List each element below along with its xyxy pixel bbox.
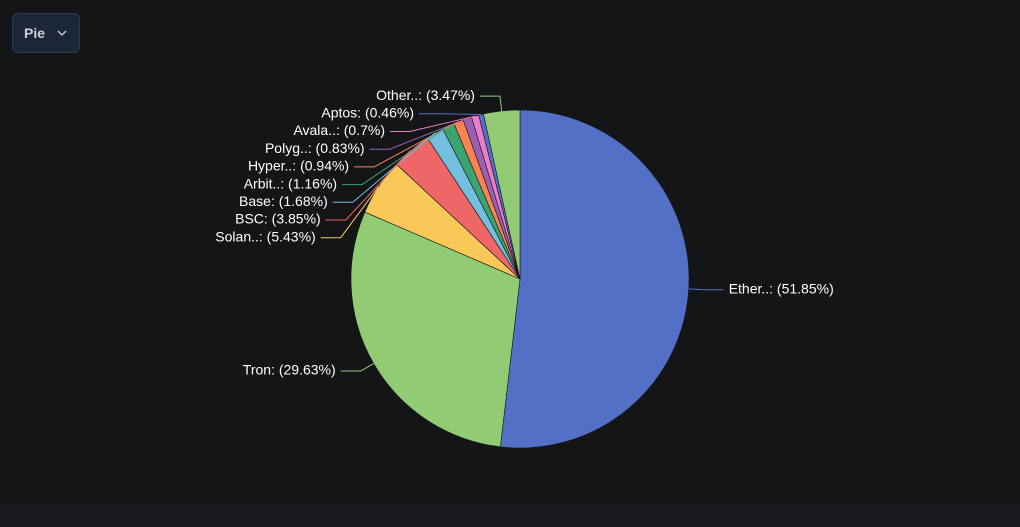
slice-label: Aptos: (0.46%) [321, 104, 414, 120]
slice-label: Solan..: (5.43%) [215, 228, 315, 244]
dropdown-label: Pie [24, 25, 46, 41]
label-connector [479, 95, 503, 112]
label-connector [320, 186, 379, 239]
label-connector [325, 149, 412, 221]
chevron [57, 30, 67, 36]
slice-label: Arbit..: (1.16%) [244, 175, 337, 191]
slice-label: Polyg..: (0.83%) [265, 140, 365, 156]
label-connector [369, 117, 468, 150]
slice-label: Avala..: (0.7%) [293, 122, 385, 138]
pie-slice [500, 109, 690, 449]
label-connector [340, 363, 374, 372]
pie-slice [483, 109, 521, 280]
slice-label: Hyper..: (0.94%) [248, 158, 349, 174]
chart-type-dropdown[interactable]: Pie [12, 13, 80, 53]
slice-label: Tron: (29.63%) [243, 362, 336, 378]
chart: Ether..: (51.85%) Other..: (3.47%)Aptos: … [215, 87, 834, 449]
label-connector [390, 115, 476, 132]
label-connector [688, 288, 724, 291]
slice-label: Other..: (3.47%) [376, 87, 475, 103]
footer-bar [0, 505, 1020, 527]
slice-label: Base: (1.68%) [239, 193, 328, 209]
label-connector [332, 132, 436, 203]
slice-label: BSC: (3.85%) [235, 211, 321, 227]
label-connector [418, 113, 482, 116]
slice-label: Ether..: (51.85%) [729, 280, 834, 296]
